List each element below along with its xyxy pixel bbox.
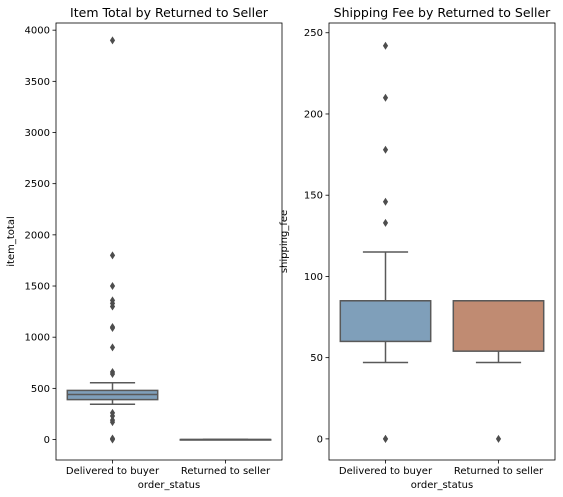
y-tick-label: 3500: [25, 77, 50, 88]
y-tick-label: 200: [304, 109, 323, 120]
shipping-fee-panel: Shipping Fee by Returned to Seller order…: [279, 5, 556, 491]
outlier-point: [382, 145, 389, 154]
outlier-point: [109, 302, 116, 311]
outlier-point: [109, 411, 116, 420]
outlier-point: [382, 93, 389, 102]
y-axis-ticks: 0 50 100 150 200 250: [304, 28, 329, 445]
y-tick-label: 150: [304, 191, 323, 202]
outlier-point: [109, 36, 116, 45]
outlier-point: [109, 418, 116, 427]
chart-title: Shipping Fee by Returned to Seller: [334, 5, 552, 20]
box-1: [452, 300, 545, 443]
chart-title: Item Total by Returned to Seller: [70, 5, 269, 20]
y-tick-label: 100: [304, 272, 323, 283]
plot-frame: [55, 22, 283, 461]
x-axis-label: order_status: [411, 480, 473, 491]
y-tick-label: 1500: [25, 282, 50, 293]
outlier-point: [495, 434, 502, 443]
y-tick-label: 3000: [25, 128, 50, 139]
y-axis-label: item_total: [6, 216, 17, 266]
x-axis-label: order_status: [138, 480, 200, 491]
outlier-point: [382, 197, 389, 206]
boxes: [66, 36, 272, 444]
outlier-point: [109, 282, 116, 291]
box-1: [179, 438, 272, 441]
x-axis-ticks: Delivered to buyer Returned to seller: [66, 460, 271, 477]
y-tick-label: 4000: [25, 26, 50, 37]
y-tick-label: 500: [31, 384, 50, 395]
y-tick-label: 0: [44, 435, 50, 446]
x-tick-label: Returned to seller: [454, 466, 544, 477]
box-0: [66, 36, 159, 444]
outlier-point: [109, 435, 116, 444]
y-axis-ticks: 0 500 1000 1500 2000 2500 3000 3500 4000: [25, 26, 56, 446]
y-tick-label: 2500: [25, 179, 50, 190]
plot-frame: [328, 22, 556, 461]
item-total-panel: Item Total by Returned to Seller order_s…: [6, 5, 283, 491]
x-tick-label: Delivered to buyer: [339, 466, 433, 477]
outlier-point: [109, 323, 116, 332]
outlier-point: [382, 218, 389, 227]
y-tick-label: 50: [310, 353, 323, 364]
boxes: [339, 41, 545, 443]
x-tick-label: Returned to seller: [181, 466, 271, 477]
outlier-point: [109, 343, 116, 352]
x-axis-ticks: Delivered to buyer Returned to seller: [339, 460, 544, 477]
outlier-point: [382, 434, 389, 443]
y-tick-label: 250: [304, 28, 323, 39]
outlier-point: [109, 251, 116, 260]
x-tick-label: Delivered to buyer: [66, 466, 160, 477]
box-0: [339, 41, 432, 443]
y-axis-label: shipping_fee: [279, 210, 290, 273]
iqr-box: [452, 300, 545, 352]
iqr-box: [339, 300, 432, 343]
y-tick-label: 1000: [25, 333, 50, 344]
outlier-point: [109, 370, 116, 379]
outlier-point: [382, 41, 389, 50]
y-tick-label: 2000: [25, 230, 50, 241]
y-tick-label: 0: [317, 434, 323, 445]
